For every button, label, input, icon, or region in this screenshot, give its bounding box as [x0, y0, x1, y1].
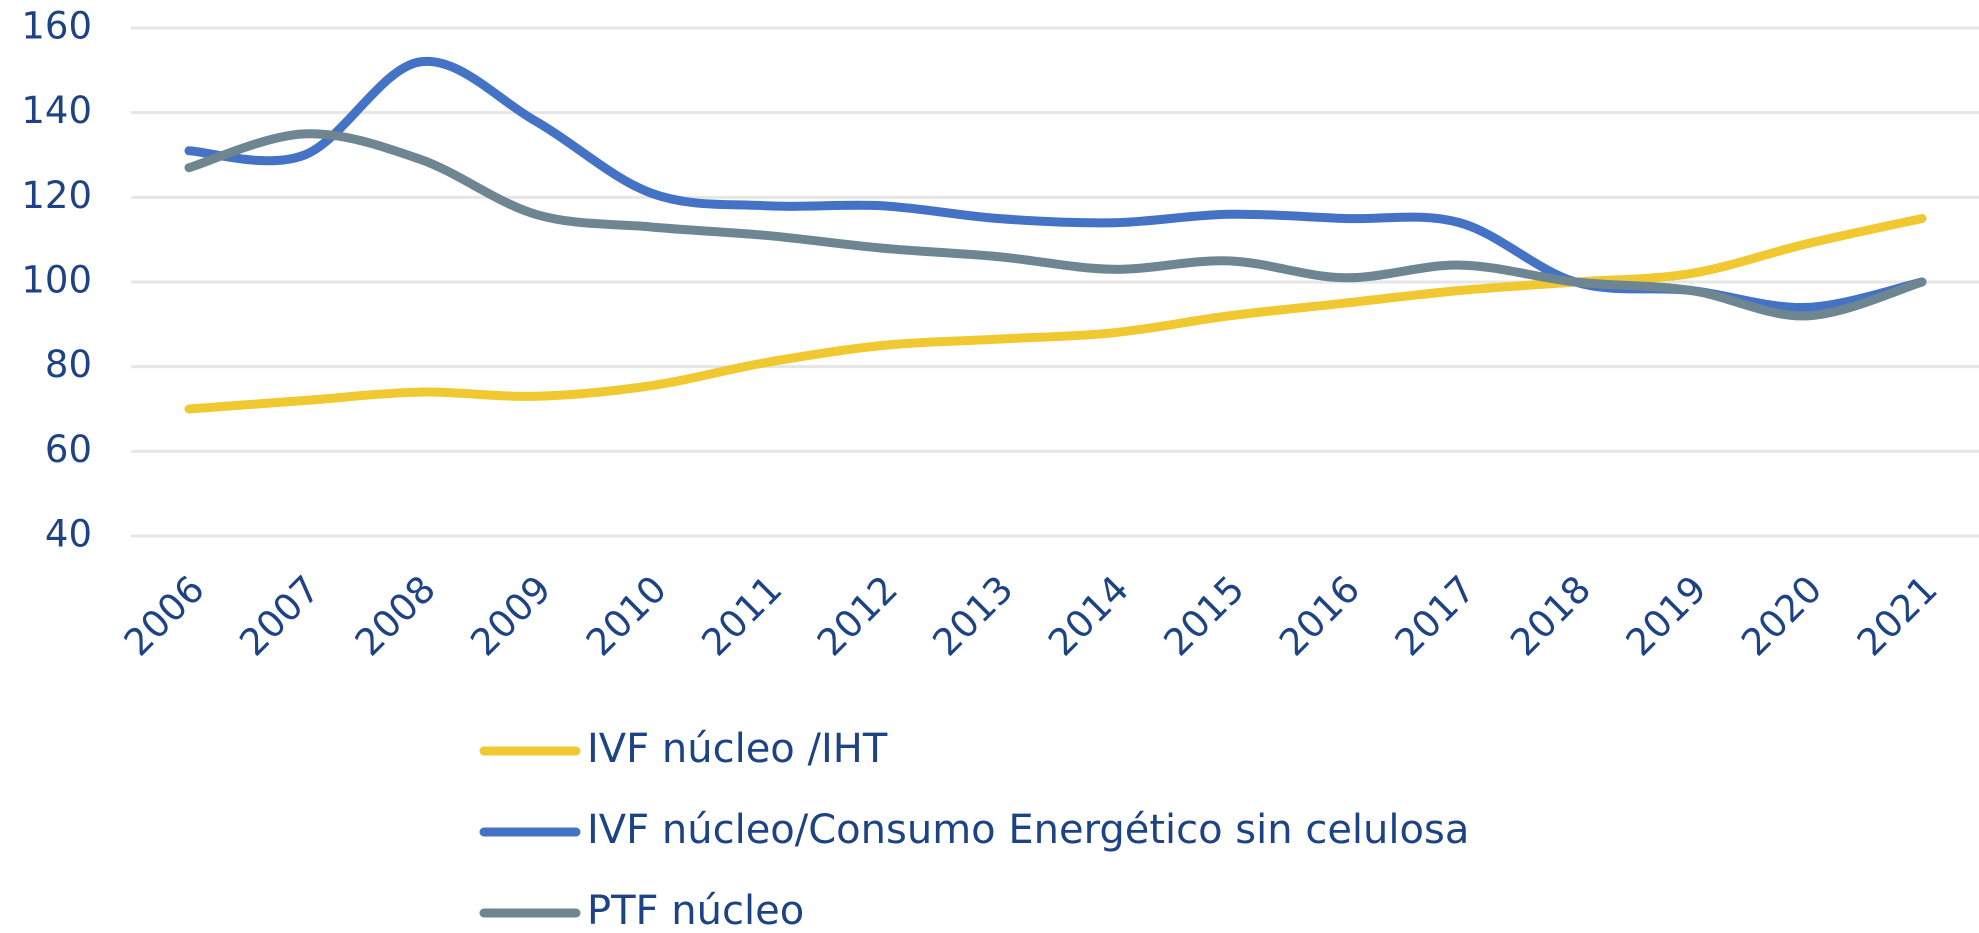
legend-label: IVF núcleo /IHT	[587, 726, 888, 772]
y-tick-label: 160	[21, 5, 92, 48]
x-tick-label: 2021	[1849, 567, 1946, 664]
x-tick-label: 2009	[462, 567, 559, 664]
x-tick-label: 2017	[1387, 567, 1484, 664]
x-tick-label: 2014	[1040, 567, 1137, 664]
x-tick-label: 2015	[1156, 567, 1253, 664]
y-tick-label: 40	[45, 513, 92, 556]
y-tick-label: 100	[21, 259, 92, 302]
y-tick-label: 140	[21, 89, 92, 132]
legend-label: PTF núcleo	[587, 888, 804, 933]
x-tick-label: 2013	[925, 567, 1022, 664]
x-tick-label: 2008	[347, 567, 444, 664]
x-tick-label: 2012	[809, 567, 906, 664]
x-tick-label: 2019	[1618, 567, 1715, 664]
x-tick-label: 2006	[116, 567, 213, 664]
x-tick-label: 2020	[1733, 567, 1830, 664]
x-tick-label: 2011	[693, 567, 790, 664]
x-tick-label: 2007	[231, 567, 328, 664]
legend-label: IVF núcleo/Consumo Energético sin celulo…	[587, 807, 1469, 853]
x-tick-label: 2018	[1502, 567, 1599, 664]
line-series	[184, 56, 1927, 312]
x-tick-label: 2010	[578, 567, 675, 664]
y-tick-label: 120	[21, 174, 92, 217]
line-series	[184, 129, 1927, 321]
line-series	[184, 214, 1927, 414]
y-tick-label: 80	[45, 343, 92, 386]
x-tick-label: 2016	[1271, 567, 1368, 664]
y-tick-label: 60	[45, 428, 92, 471]
